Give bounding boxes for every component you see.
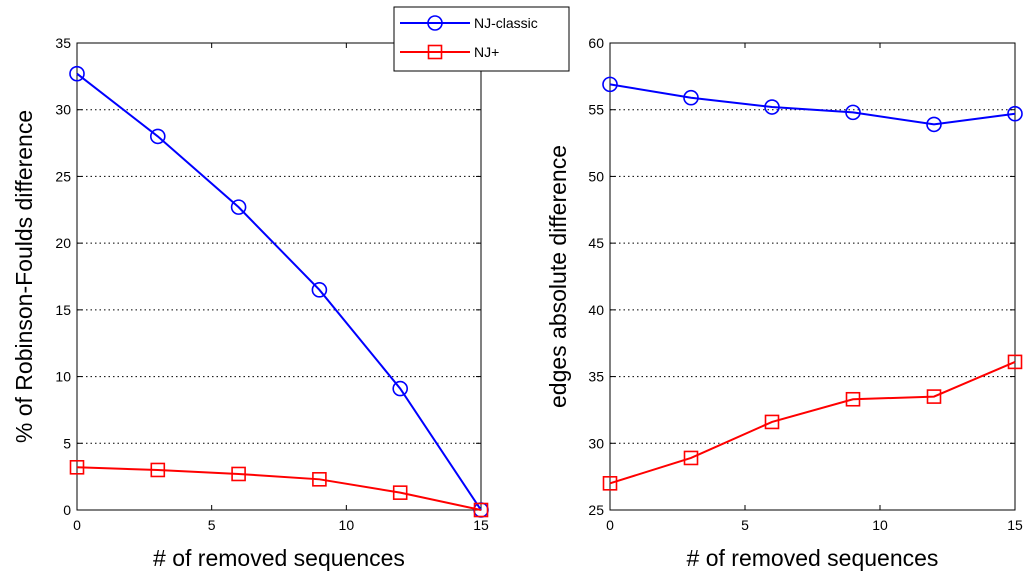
y-tick-label: 30 xyxy=(588,435,604,451)
legend-marker-circle xyxy=(427,15,443,31)
data-point-nj-plus xyxy=(602,476,618,491)
y-tick-label: 40 xyxy=(588,302,604,318)
plot-area xyxy=(610,43,1015,510)
right-chart-panel: 25 30 35 40 45 50 55 60 0 5 10 15 # of removed seque… xyxy=(545,35,1023,571)
y-axis-label: edges absolute difference xyxy=(545,145,571,408)
legend-label: NJ+ xyxy=(474,44,499,60)
y-tick-label: 15 xyxy=(55,302,71,318)
y-tick-label: 25 xyxy=(55,168,71,184)
data-point-nj-plus xyxy=(392,485,408,500)
y-axis-label: % of Robinson-Foulds difference xyxy=(11,110,37,443)
data-point-nj-classic xyxy=(230,199,247,215)
x-axis-label: # of removed sequences xyxy=(153,545,405,571)
x-tick-label: 10 xyxy=(339,517,355,533)
left-chart-panel: 0 5 10 15 20 25 30 35 0 5 10 15 # of removed sequenc… xyxy=(11,35,489,571)
y-tick-label: 0 xyxy=(63,502,71,518)
data-point-nj-classic xyxy=(602,76,618,93)
data-point-nj-classic xyxy=(311,282,328,298)
data-point-nj-plus xyxy=(764,414,780,430)
y-tick-label: 5 xyxy=(63,435,71,451)
data-point-nj-plus xyxy=(150,462,166,478)
x-tick-label: 5 xyxy=(741,517,749,533)
y-tick-label: 30 xyxy=(55,102,71,118)
series-line-nj-classic xyxy=(76,72,482,511)
series-line-nj-classic xyxy=(609,83,1016,126)
y-tick-label: 55 xyxy=(588,102,604,118)
axes-frame xyxy=(609,42,1016,511)
data-point-nj-classic xyxy=(69,65,85,82)
legend: NJ-classic NJ+ xyxy=(393,6,570,72)
data-point-nj-classic xyxy=(845,104,861,121)
legend-label: NJ-classic xyxy=(474,15,538,31)
data-point-nj-classic xyxy=(683,89,699,106)
legend-box xyxy=(393,6,570,72)
data-point-nj-plus xyxy=(231,466,246,482)
x-tick-label: 5 xyxy=(208,517,216,533)
plot-area xyxy=(77,43,481,510)
series-line-nj-plus xyxy=(609,360,1016,485)
data-point-nj-classic xyxy=(926,116,942,133)
x-axis-label: # of removed sequences xyxy=(687,545,939,571)
data-point-nj-plus xyxy=(473,502,489,518)
series-line-nj-plus xyxy=(76,466,482,511)
data-point-nj-plus xyxy=(683,450,699,466)
data-point-nj-classic xyxy=(150,128,166,145)
data-point-nj-plus xyxy=(926,389,942,404)
x-tick-label: 15 xyxy=(473,517,489,533)
data-point-nj-classic xyxy=(1007,105,1023,122)
data-point-nj-classic xyxy=(392,380,409,397)
data-point-nj-plus xyxy=(1007,354,1023,370)
y-tick-label: 25 xyxy=(588,502,604,518)
data-point-nj-classic xyxy=(764,99,780,115)
data-point-nj-plus xyxy=(69,460,85,475)
x-tick-label: 0 xyxy=(73,517,81,533)
x-tick-label: 10 xyxy=(872,517,888,533)
x-tick-label: 15 xyxy=(1007,517,1023,533)
x-tick-label: 0 xyxy=(606,517,614,533)
y-tick-label: 45 xyxy=(588,235,604,251)
y-tick-label: 35 xyxy=(588,369,604,385)
legend-marker-square xyxy=(427,44,443,60)
y-tick-label: 20 xyxy=(55,235,71,251)
y-tick-label: 10 xyxy=(55,369,71,385)
data-point-nj-plus xyxy=(845,391,861,407)
y-tick-label: 35 xyxy=(55,35,71,51)
y-tick-label: 60 xyxy=(588,35,604,51)
y-tick-label: 50 xyxy=(588,168,604,184)
axes-frame xyxy=(76,42,482,511)
data-point-nj-plus xyxy=(312,472,327,487)
